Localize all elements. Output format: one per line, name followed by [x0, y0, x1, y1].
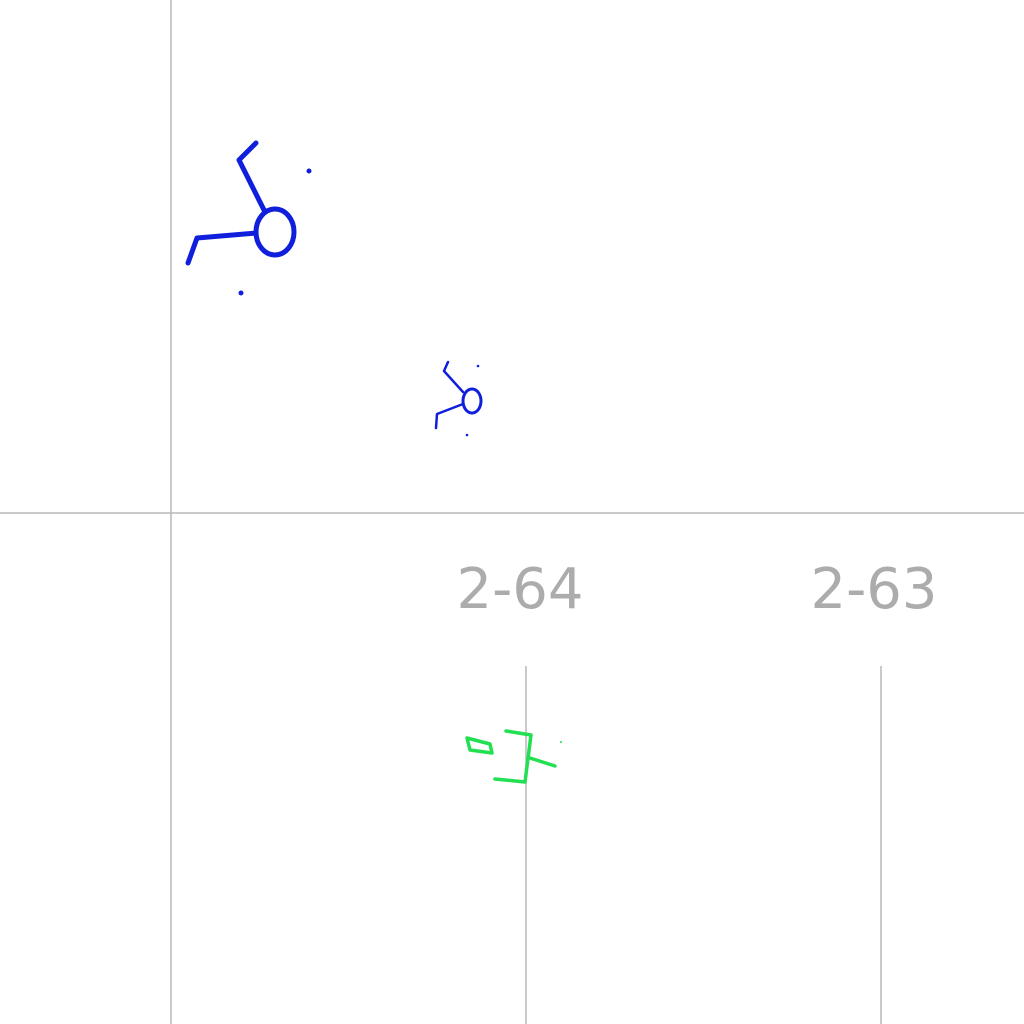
glyph-crossbar [528, 756, 557, 768]
figure-dot [238, 290, 244, 296]
glyph-loop [465, 736, 494, 755]
blue-stick-figure-symbol-small [434, 360, 483, 437]
glyph-bracket [493, 729, 533, 784]
figure-dot [476, 364, 480, 368]
grid-label-2-64: 2-64 [456, 557, 583, 622]
glyph-dot [560, 741, 562, 743]
figure-upper-arm [442, 360, 465, 394]
figure-head [461, 387, 483, 415]
figure-lower-arm [185, 230, 259, 266]
grid-label-2-63: 2-63 [810, 557, 937, 622]
figure-lower-arm [434, 402, 465, 430]
blue-stick-figure-symbol [185, 140, 312, 296]
green-glyph-symbol [465, 729, 562, 784]
figure-dot [306, 168, 312, 174]
figure-upper-arm [236, 140, 268, 215]
figure-dot [465, 433, 469, 437]
